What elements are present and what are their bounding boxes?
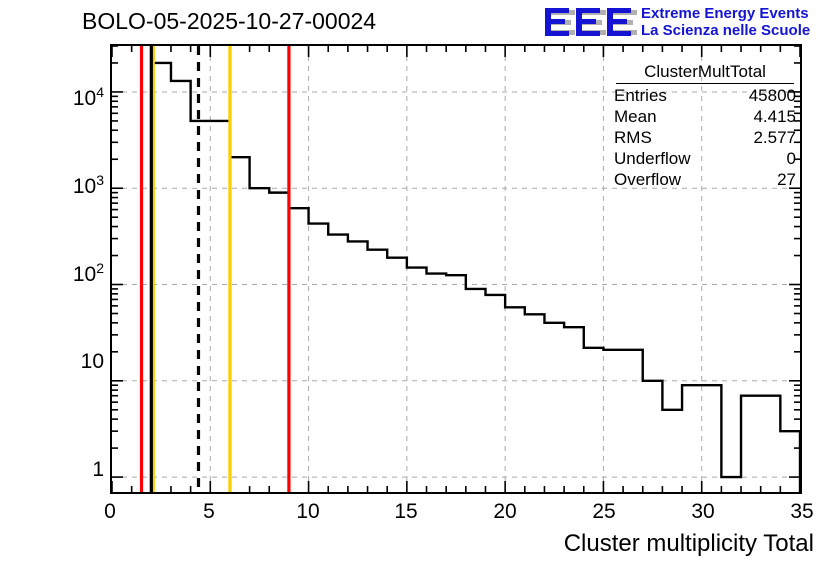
axis-ticks bbox=[112, 46, 800, 492]
stats-row: Entries 45800 bbox=[612, 85, 798, 106]
x-tick-label: 10 bbox=[296, 500, 320, 523]
y-tick-label: 1 bbox=[92, 458, 104, 481]
x-tick-label: 15 bbox=[394, 500, 418, 523]
stats-row-value: 4.415 bbox=[753, 107, 796, 126]
stats-row: Overflow 27 bbox=[612, 169, 798, 190]
stats-row-key: Underflow bbox=[614, 149, 691, 168]
histogram-plot bbox=[112, 46, 800, 492]
stats-row-value: 2.577 bbox=[753, 128, 796, 147]
x-tick-label: 20 bbox=[493, 500, 517, 523]
y-tick-label: 104 bbox=[72, 84, 104, 110]
stats-box: ClusterMultTotal Entries 45800 Mean 4.415 RM… bbox=[612, 62, 798, 190]
x-tick-label: 30 bbox=[691, 500, 715, 523]
stats-row: Mean 4.415 bbox=[612, 106, 798, 127]
histogram-outline bbox=[150, 61, 800, 492]
stats-row-key: RMS bbox=[614, 128, 652, 147]
stats-row: RMS 2.577 bbox=[612, 127, 798, 148]
marker-lines bbox=[139, 46, 291, 492]
y-tick-label: 103 bbox=[72, 172, 104, 198]
x-tick-label: 5 bbox=[203, 500, 215, 523]
stats-row-key: Entries bbox=[614, 86, 667, 105]
x-axis-title: Cluster multiplicity Total bbox=[563, 530, 814, 557]
stats-row-value: 27 bbox=[777, 170, 796, 189]
stats-row-value: 45800 bbox=[748, 86, 796, 105]
stats-row-key: Overflow bbox=[614, 170, 682, 189]
eee-logo-mark bbox=[545, 8, 637, 36]
stats-row: Underflow 0 bbox=[612, 148, 798, 169]
stats-row-value: 0 bbox=[786, 149, 796, 168]
eee-logo: Extreme Energy Events La Scienza nelle S… bbox=[545, 4, 831, 44]
y-tick-label: 10 bbox=[80, 350, 104, 373]
stats-header: ClusterMultTotal bbox=[616, 62, 794, 84]
eee-logo-line2: La Scienza nelle Scuole bbox=[641, 22, 811, 39]
y-tick-label: 102 bbox=[72, 260, 104, 286]
x-tick-label: 25 bbox=[592, 500, 616, 523]
x-tick-label: 35 bbox=[790, 500, 814, 523]
eee-logo-text: Extreme Energy Events La Scienza nelle S… bbox=[641, 5, 810, 39]
eee-logo-line1: Extreme Energy Events bbox=[641, 5, 809, 22]
x-tick-label: 0 bbox=[104, 500, 116, 523]
stats-row-key: Mean bbox=[614, 107, 657, 126]
page-title: BOLO-05-2025-10-27-00024 bbox=[82, 8, 377, 34]
plot-frame bbox=[110, 44, 802, 494]
